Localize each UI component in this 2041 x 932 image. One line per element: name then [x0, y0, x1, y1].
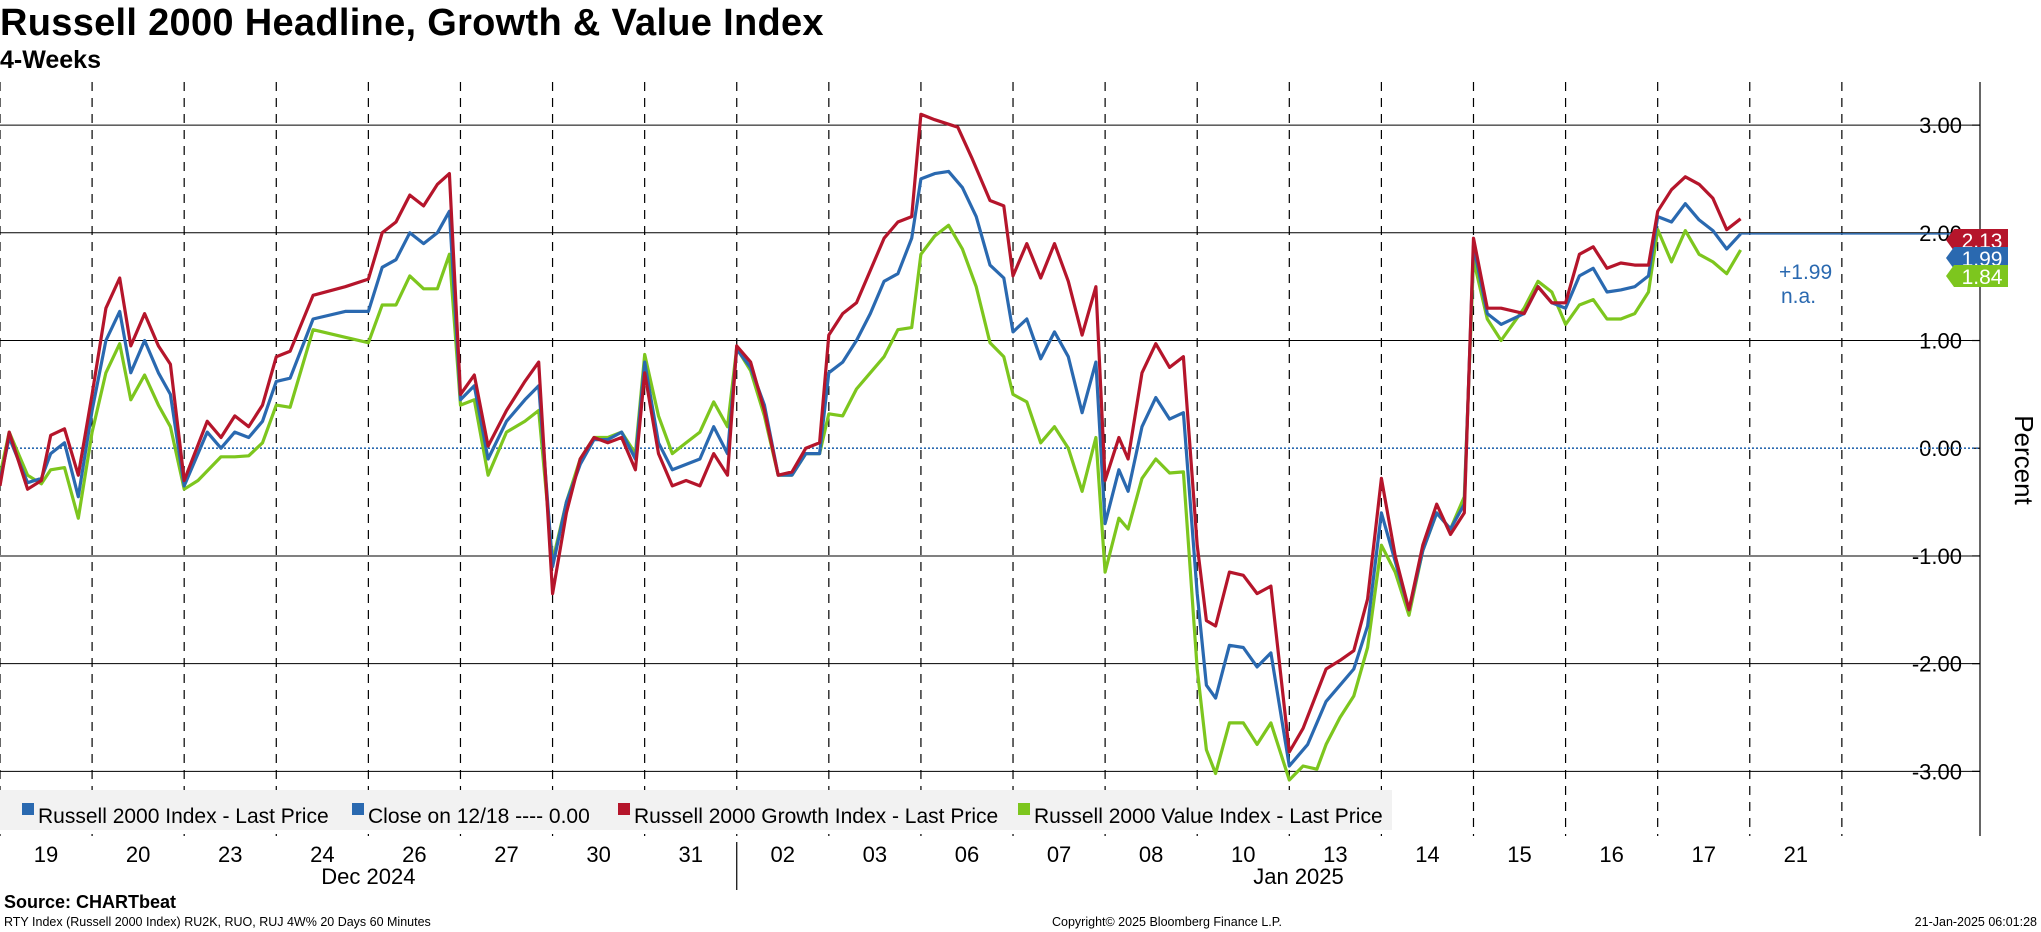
y-tick-label: -2.00: [1912, 652, 1962, 677]
x-tick-label: 08: [1139, 842, 1163, 867]
x-tick-label: 07: [1047, 842, 1071, 867]
footer-copyright: Copyright© 2025 Bloomberg Finance L.P.: [1052, 915, 1282, 929]
end-value-tag: 1.84: [1946, 265, 2008, 289]
series-line-headline: [0, 169, 1742, 768]
x-tick-label: 02: [771, 842, 795, 867]
change-annotation: +1.99: [1779, 261, 1832, 284]
legend-entry: Close on 12/18 ---- 0.00: [368, 805, 590, 828]
y-tick-label: 3.00: [1919, 113, 1962, 138]
series-line-value: [0, 223, 1742, 782]
legend-swatch: [352, 803, 364, 815]
x-tick-label: 20: [126, 842, 150, 867]
x-tick-label: 30: [586, 842, 610, 867]
footer-left: RTY Index (Russell 2000 Index) RU2K, RUO…: [4, 915, 431, 929]
y-tick-label: -1.00: [1912, 544, 1962, 569]
end-value-tag-shape: [1946, 229, 2008, 251]
x-tick-label: 21: [1784, 842, 1808, 867]
x-tick-label: 24: [310, 842, 334, 867]
x-period-label: Dec 2024: [321, 864, 415, 889]
end-value-tag-label: 1.84: [1962, 266, 2003, 289]
legend-swatch: [22, 803, 34, 815]
x-period-label: Jan 2025: [1253, 864, 1344, 889]
legend-entry: Russell 2000 Index - Last Price: [38, 805, 329, 828]
end-value-tag-shape: [1946, 265, 2008, 287]
footer-timestamp: 21-Jan-2025 06:01:28: [1914, 915, 2037, 929]
x-tick-label: 16: [1599, 842, 1623, 867]
x-tick-label: 13: [1323, 842, 1347, 867]
y-tick-label: -3.00: [1912, 759, 1962, 784]
x-tick-label: 19: [34, 842, 58, 867]
x-tick-label: 10: [1231, 842, 1255, 867]
legend-entry: Russell 2000 Growth Index - Last Price: [634, 805, 998, 828]
x-tick-label: 17: [1691, 842, 1715, 867]
x-tick-label: 31: [678, 842, 702, 867]
chart-subtitle: 4-Weeks: [0, 46, 101, 74]
y-axis-label: Percent: [2009, 415, 2039, 505]
x-tick-label: 26: [402, 842, 426, 867]
x-tick-label: 15: [1507, 842, 1531, 867]
x-tick-label: 27: [494, 842, 518, 867]
legend-swatch: [618, 803, 630, 815]
legend-entry: Russell 2000 Value Index - Last Price: [1034, 805, 1383, 828]
y-tick-label: 1.00: [1919, 329, 1962, 354]
legend: Russell 2000 Index - Last Price Close on …: [0, 790, 1392, 830]
source-label: Source: CHARTbeat: [4, 892, 177, 912]
x-tick-label: 06: [955, 842, 979, 867]
legend-background: [0, 790, 1392, 830]
series-line-growth: [0, 112, 1742, 754]
x-tick-label: 03: [863, 842, 887, 867]
end-value-tag-shape: [1946, 247, 2008, 269]
status-annotation: n.a.: [1781, 285, 1816, 308]
x-tick-label: 23: [218, 842, 242, 867]
x-tick-label: 14: [1415, 842, 1439, 867]
legend-swatch: [1018, 803, 1030, 815]
chart-title: Russell 2000 Headline, Growth & Value In…: [0, 2, 824, 44]
